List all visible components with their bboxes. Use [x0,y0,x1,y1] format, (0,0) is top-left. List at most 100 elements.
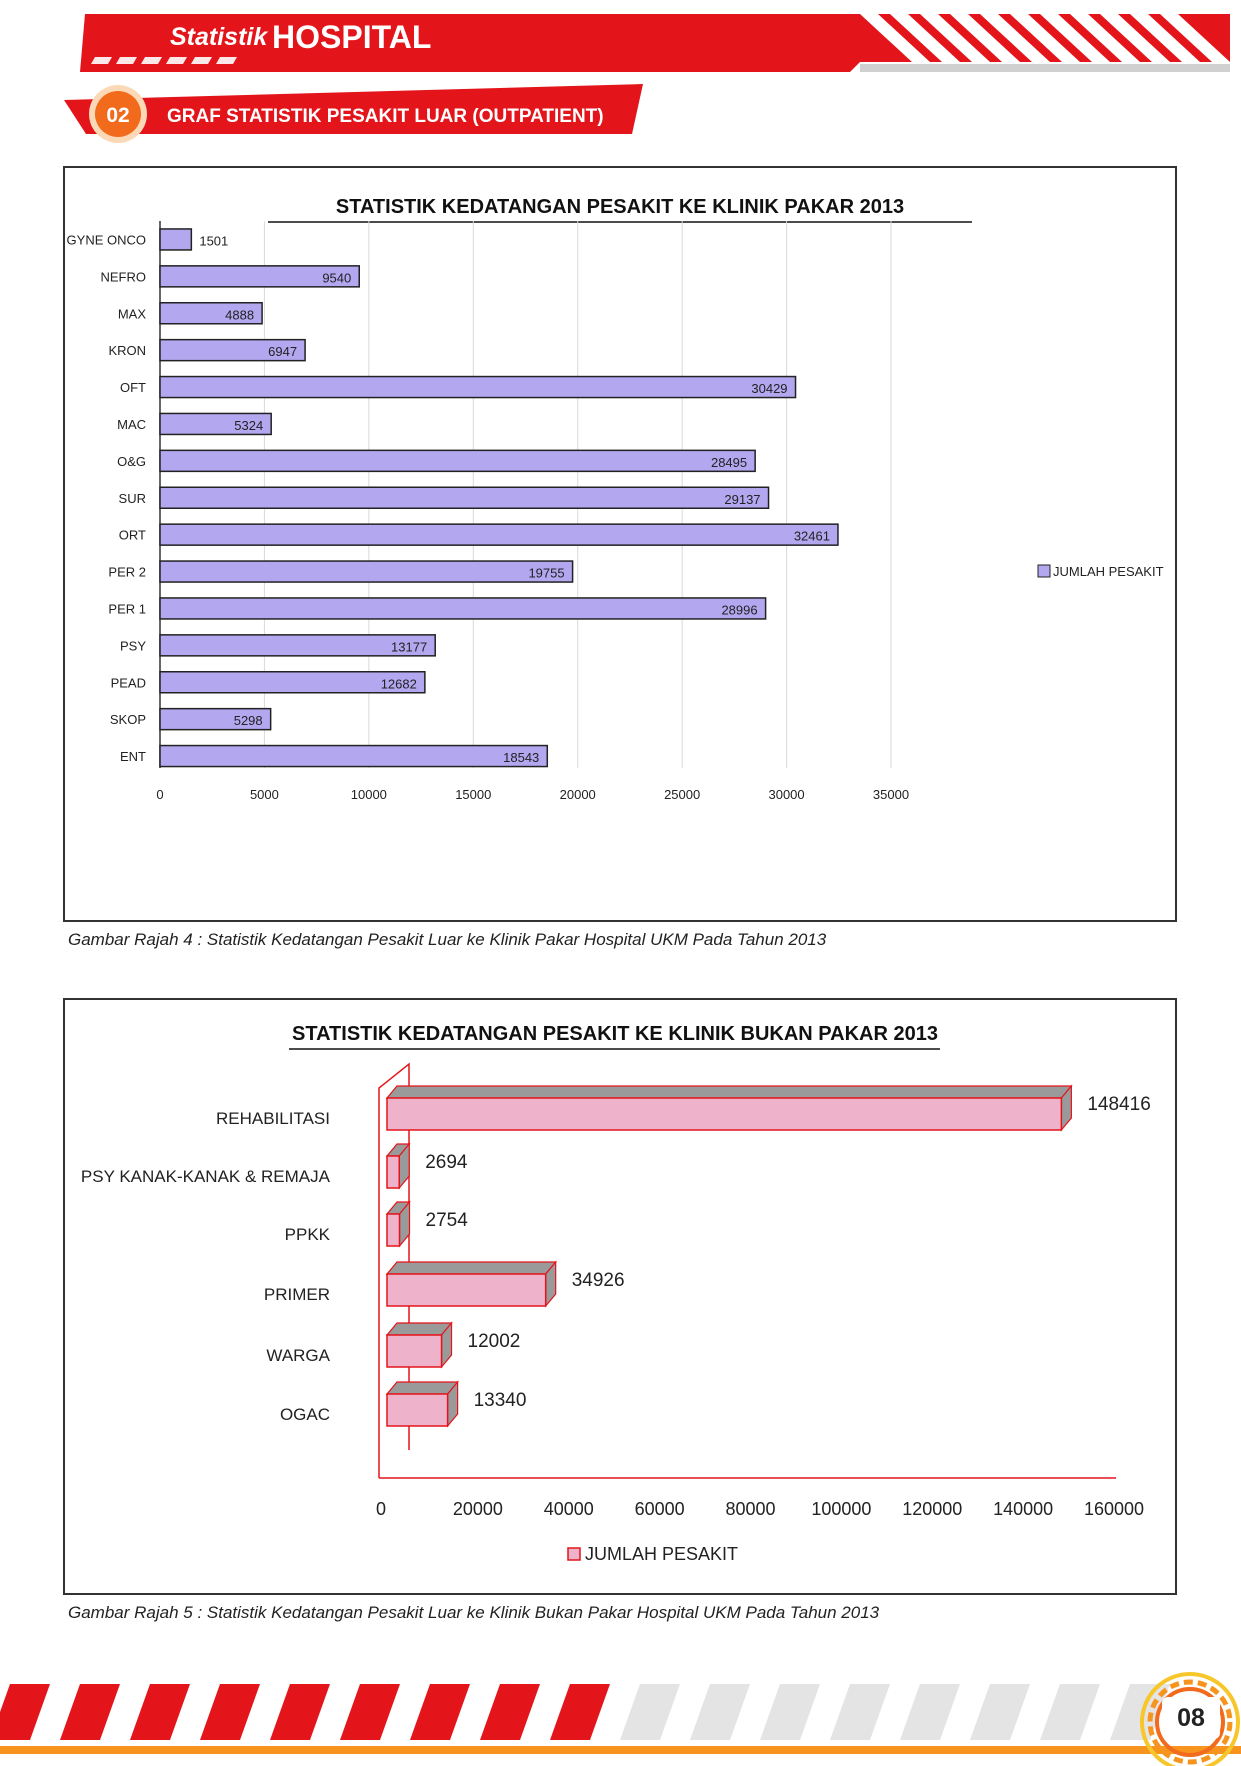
footer-stripe [130,1684,190,1740]
chart2-value-label: 34926 [572,1270,625,1291]
chart1-value-label: 29137 [724,492,760,507]
chart2-category-label: PRIMER [264,1285,330,1304]
footer-stripe [60,1684,120,1740]
footer-stripe [690,1684,750,1740]
chart1-category-label: O&G [117,454,146,469]
header-stripes [91,57,237,64]
chart2-x-tick: 100000 [811,1499,871,1519]
chart1-legend-swatch [1037,564,1051,578]
chart1-bar [159,302,263,325]
footer-stripes [0,1684,1170,1740]
chart1-container: STATISTIK KEDATANGAN PESAKIT KE KLINIK P… [63,166,1177,922]
chart1-category-label: NEFRO [101,269,147,284]
chart2-back-wall [378,1062,410,1478]
chart2-category-label: PSY KANAK-KANAK & REMAJA [81,1167,331,1186]
chart2-x-tick: 60000 [635,1499,685,1519]
chart1-bar [159,486,770,509]
chart1-bar [159,412,272,436]
chart1-bar [159,449,756,473]
chart2-x-tick: 40000 [544,1499,594,1519]
chart1-category-label: OFT [120,380,146,395]
section-title-band: 02 GRAF STATISTIK PESAKIT LUAR (OUTPATIE… [64,84,643,143]
chart2-bar [386,1273,547,1307]
figure4-caption: Gambar Rajah 4 : Statistik Kedatangan Pe… [68,930,827,949]
footer-stripe [830,1684,890,1740]
chart1-x-tick: 5000 [250,787,279,802]
footer-stripe [480,1684,540,1740]
chart1-x-tick: 15000 [455,787,491,802]
footer-stripe [550,1684,610,1740]
header-right-slashes [860,14,1230,62]
footer-stripe [340,1684,400,1740]
chart1-value-label: 30429 [751,381,787,396]
chart1-bar [159,597,767,620]
chart2-title: STATISTIK KEDATANGAN PESAKIT KE KLINIK B… [292,1023,938,1045]
footer-stripe [1040,1684,1100,1740]
chart1-category-label: PEAD [111,675,146,690]
chart1-value-label: 9540 [322,270,351,285]
chart2-svg: STATISTIK KEDATANGAN PESAKIT KE KLINIK B… [81,1023,1151,1564]
chart1-category-label: GYNE ONCO [67,232,146,247]
chart1-value-label: 1501 [199,233,228,248]
chart1-value-label: 6947 [268,344,297,359]
chart1-legend: JUMLAH PESAKIT [1037,564,1164,579]
chart2-legend: JUMLAH PESAKIT [567,1544,738,1564]
chart2-bar [386,1334,443,1368]
chart1-value-label: 5298 [234,713,263,728]
section-title: GRAF STATISTIK PESAKIT LUAR (OUTPATIENT) [167,106,604,127]
section-number-badge: 02 [106,104,129,127]
chart2-x-tick: 80000 [725,1499,775,1519]
footer-orange-line [0,1746,1241,1754]
footer-stripe [270,1684,330,1740]
chart1-value-label: 19755 [528,566,564,581]
chart2-bar-top [385,1261,557,1275]
chart2-value-label: 2694 [425,1152,468,1173]
chart1-bar [159,523,839,546]
chart1-bar [159,338,306,362]
chart2-value-label: 148416 [1087,1094,1150,1115]
chart2-category-label: OGAC [280,1405,330,1424]
chart2-x-tick: 20000 [453,1499,503,1519]
header-banner: Statistik HOSPITAL [80,14,1230,72]
footer-stripe [900,1684,960,1740]
chart2-bar-top [385,1322,453,1336]
chart2-bar [386,1097,1063,1131]
footer-stripe [760,1684,820,1740]
chart1-value-label: 4888 [225,307,254,322]
chart1-category-label: MAX [118,306,147,321]
chart1-bar [159,560,574,583]
footer-stripe [410,1684,470,1740]
chart2-value-label: 2754 [426,1210,469,1231]
chart2-x-tick: 160000 [1084,1499,1144,1519]
chart1-value-label: 13177 [391,639,427,654]
chart2-x-tick: 0 [376,1499,386,1519]
chart2-category-label: PPKK [285,1225,331,1244]
footer-stripe [620,1684,680,1740]
chart1-bar [159,265,360,288]
chart1-bar [159,707,272,731]
chart1-value-label: 28996 [721,602,757,617]
chart1-category-label: SUR [119,491,146,506]
chart1-x-tick: 0 [156,787,163,802]
page-number: 08 [1162,1697,1220,1739]
chart1-category-label: PER 1 [108,601,146,616]
chart2-bar-top [385,1381,459,1395]
chart1-category-label: ENT [120,749,146,764]
chart1-bar [159,375,797,399]
chart1-legend-label: JUMLAH PESAKIT [1053,564,1164,579]
chart2-bar [386,1155,400,1189]
chart1-category-label: PSY [120,638,146,653]
chart1-x-tick: 35000 [873,787,909,802]
chart1-category-label: ORT [119,528,146,543]
chart1-x-tick: 25000 [664,787,700,802]
footer-stripe [1110,1684,1170,1740]
footer-band [0,1672,1241,1766]
chart1-bar [159,228,193,251]
chart1-category-label: PER 2 [108,565,146,580]
chart2-bar-top [385,1085,1073,1099]
chart1-x-tick: 20000 [560,787,596,802]
chart2-value-label: 12002 [468,1331,521,1352]
chart2-value-label: 13340 [474,1390,527,1411]
chart1-bar [159,744,549,768]
footer-stripe [970,1684,1030,1740]
